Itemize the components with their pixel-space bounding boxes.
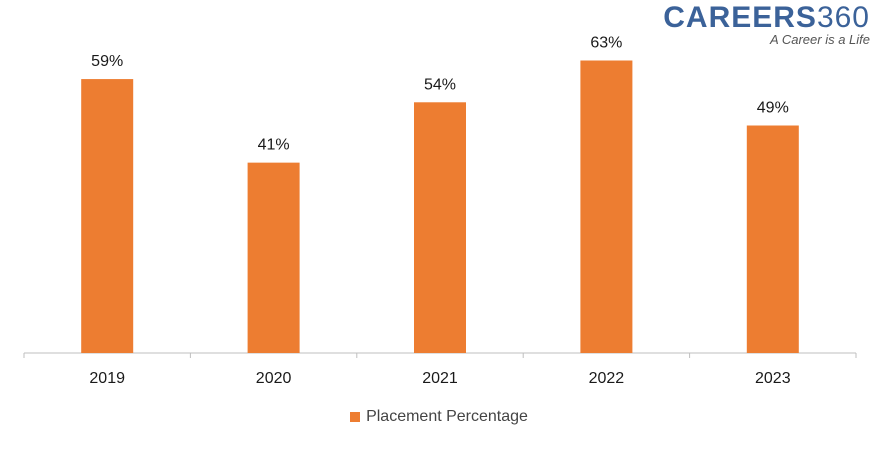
legend-label: Placement Percentage	[366, 408, 528, 425]
data-label-2019: 59%	[91, 53, 123, 70]
x-tick-label-2019: 2019	[89, 370, 125, 387]
bar-2022	[580, 60, 633, 353]
data-label-2020: 41%	[258, 137, 290, 154]
careers360-logo: CAREERS360 A Career is a Life	[663, 1, 870, 48]
x-tick-label-2022: 2022	[589, 370, 625, 387]
data-label-2022: 63%	[590, 35, 622, 52]
legend: Placement Percentage	[0, 408, 878, 426]
brand-number: 360	[816, 1, 870, 34]
brand-tagline: A Career is a Life	[770, 32, 870, 47]
x-tick-label-2020: 2020	[256, 370, 292, 387]
brand-name: CAREERS	[663, 1, 817, 34]
legend-swatch	[350, 412, 361, 422]
x-tick-label-2023: 2023	[755, 370, 791, 387]
data-label-2021: 54%	[424, 76, 456, 93]
bar-2019	[81, 79, 134, 354]
bar-2023	[746, 125, 799, 353]
data-label-2023: 49%	[757, 100, 789, 117]
x-tick-label-2021: 2021	[422, 370, 458, 387]
bar-2020	[247, 162, 300, 353]
bar-2021	[414, 102, 466, 354]
